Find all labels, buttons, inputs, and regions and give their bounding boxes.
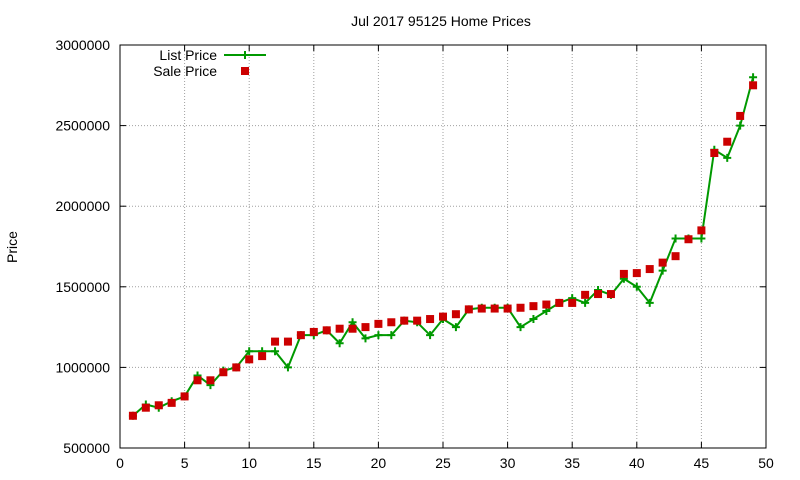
x-tick-label: 15 <box>306 455 322 471</box>
data-point-sale-price <box>671 252 680 261</box>
data-point-sale-price <box>141 403 150 412</box>
data-point-list-price <box>529 315 538 324</box>
x-tick-label: 0 <box>116 455 124 471</box>
data-point-list-price <box>632 282 641 291</box>
y-tick-label: 3000000 <box>55 37 110 53</box>
data-point-sale-price <box>568 298 577 307</box>
plot-area <box>128 73 758 420</box>
data-point-sale-price <box>645 265 654 274</box>
data-point-sale-price <box>516 303 525 312</box>
data-point-sale-price <box>426 315 435 324</box>
data-point-sale-price <box>619 269 628 278</box>
data-point-list-price <box>335 339 344 348</box>
data-point-sale-price <box>439 312 447 321</box>
y-tick-label: 1500000 <box>55 279 110 295</box>
data-point-sale-price <box>128 411 137 420</box>
data-point-sale-price <box>387 318 396 327</box>
data-point-sale-price <box>322 326 331 335</box>
data-point-list-price <box>245 347 254 356</box>
data-point-list-price <box>271 347 280 356</box>
data-point-list-price <box>671 234 680 243</box>
data-point-sale-price <box>167 398 176 407</box>
x-tick-label: 30 <box>500 455 516 471</box>
data-point-list-price <box>749 73 758 82</box>
data-point-sale-price <box>258 352 267 361</box>
grid <box>120 45 766 448</box>
data-point-sale-price <box>206 376 215 385</box>
plot-frame <box>119 44 767 449</box>
data-point-sale-price <box>542 300 551 309</box>
legend-marker-sale-price <box>241 67 249 75</box>
data-point-list-price <box>387 331 396 340</box>
data-point-list-price <box>658 266 667 275</box>
data-point-list-price <box>516 323 525 332</box>
data-point-sale-price <box>245 355 254 364</box>
y-tick-label: 2500000 <box>55 118 110 134</box>
data-point-sale-price <box>451 310 460 319</box>
data-point-sale-price <box>594 290 603 299</box>
data-point-sale-price <box>283 337 292 346</box>
data-point-list-price <box>361 334 370 343</box>
x-tick-label: 25 <box>435 455 451 471</box>
data-point-sale-price <box>749 81 758 90</box>
y-tick-label: 2000000 <box>55 198 110 214</box>
data-point-sale-price <box>477 304 486 313</box>
x-tick-label: 5 <box>181 455 189 471</box>
data-point-sale-price <box>490 304 499 313</box>
legend: List Price Sale Price <box>153 47 266 79</box>
data-point-list-price <box>426 331 435 340</box>
data-point-sale-price <box>219 368 228 377</box>
y-tick-label: 500000 <box>63 440 110 456</box>
legend-marker-list-price <box>241 51 249 59</box>
x-tick-label: 20 <box>371 455 387 471</box>
data-point-sale-price <box>400 316 409 325</box>
data-point-list-price <box>283 363 292 372</box>
data-point-sale-price <box>710 149 719 158</box>
data-point-sale-price <box>503 304 512 313</box>
data-point-sale-price <box>684 235 693 244</box>
x-tick-label: 50 <box>758 455 774 471</box>
data-point-sale-price <box>309 327 318 336</box>
data-point-sale-price <box>555 298 564 307</box>
data-point-sale-price <box>348 324 357 333</box>
x-tick-label: 40 <box>629 455 645 471</box>
data-point-sale-price <box>361 323 370 332</box>
chart-title: Jul 2017 95125 Home Prices <box>351 13 531 29</box>
legend-label-list-price: List Price <box>159 47 217 63</box>
data-point-sale-price <box>413 316 422 325</box>
legend-label-sale-price: Sale Price <box>153 63 217 79</box>
x-tick-label: 35 <box>564 455 580 471</box>
y-tick-label: 1000000 <box>55 359 110 375</box>
data-point-sale-price <box>632 269 641 278</box>
data-point-sale-price <box>736 111 745 120</box>
x-tick-label: 10 <box>241 455 257 471</box>
axis-ticks: 0 5 10 15 20 25 30 35 40 45 50 500000 1000000 1500000… <box>55 37 774 471</box>
data-point-list-price <box>736 121 745 130</box>
data-point-sale-price <box>232 363 241 372</box>
data-point-sale-price <box>296 331 305 340</box>
data-point-sale-price <box>529 302 538 311</box>
data-point-sale-price <box>154 401 163 410</box>
data-point-list-price <box>374 331 383 340</box>
data-point-sale-price <box>180 392 189 401</box>
data-point-sale-price <box>606 290 615 299</box>
y-axis-label: Price <box>4 231 20 263</box>
data-point-sale-price <box>464 305 473 314</box>
data-point-list-price <box>581 298 590 307</box>
data-point-list-price <box>697 234 706 243</box>
data-point-list-price <box>723 153 732 162</box>
data-point-list-price <box>645 298 654 307</box>
data-point-sale-price <box>193 376 202 385</box>
x-tick-label: 45 <box>694 455 710 471</box>
data-point-sale-price <box>271 337 280 346</box>
data-point-sale-price <box>723 137 732 146</box>
data-point-sale-price <box>697 226 706 235</box>
data-point-sale-price <box>658 258 667 267</box>
data-point-sale-price <box>581 290 590 299</box>
data-point-sale-price <box>374 319 383 328</box>
data-point-list-price <box>451 323 460 332</box>
data-point-sale-price <box>335 324 344 333</box>
